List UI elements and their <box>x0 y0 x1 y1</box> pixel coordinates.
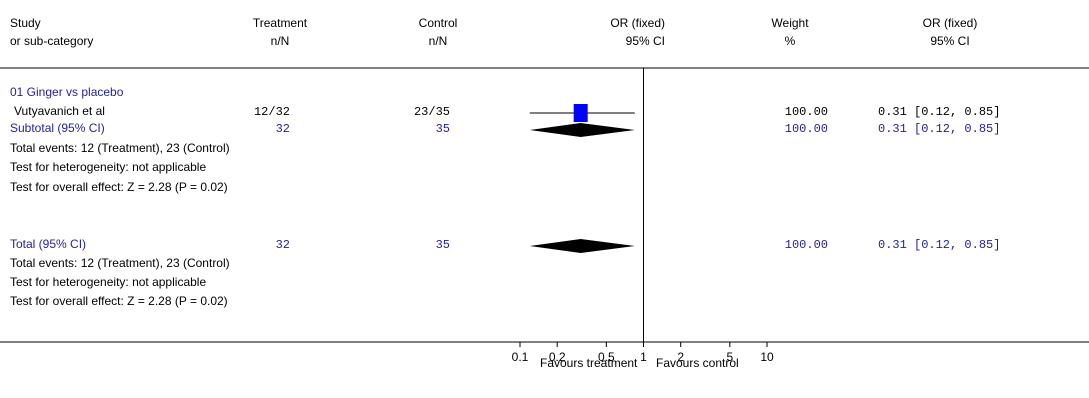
header-weight: Weight <box>771 16 809 30</box>
subtotal-label: Subtotal (95% CI) <box>10 121 105 135</box>
study-square-marker <box>573 104 588 122</box>
total-control: 35 <box>435 238 450 252</box>
header-study: Study <box>10 16 41 30</box>
study-weight: 100.00 <box>784 105 828 119</box>
header-orci-ci: 95% CI <box>930 34 970 48</box>
header-control-nn: n/N <box>428 34 448 48</box>
header-control: Control <box>418 16 458 30</box>
axis-tick-label: 0.5 <box>598 350 615 364</box>
total-overall-effect: Test for overall effect: Z = 2.28 (P = 0… <box>10 294 228 308</box>
study-ci: 0.31 [0.12, 0.85] <box>878 105 1001 119</box>
group-title: 01 Ginger vs placebo <box>10 85 124 99</box>
total-label: Total (95% CI) <box>10 237 87 251</box>
axis-tick-label: 2 <box>677 350 684 364</box>
header-orci-fixed: OR (fixed) <box>922 16 978 30</box>
favours-control-label: Favours control <box>656 356 739 370</box>
axis-tick-label: 1 <box>640 350 647 364</box>
axis-tick-label: 10 <box>760 350 774 364</box>
subtotal-overall-effect: Test for overall effect: Z = 2.28 (P = 0… <box>10 180 228 194</box>
header-or-ci: 95% CI <box>625 34 665 48</box>
header-weight-pct: % <box>784 34 796 48</box>
subtotal-ci: 0.31 [0.12, 0.85] <box>878 122 1001 136</box>
total-events: Total events: 12 (Treatment), 23 (Contro… <box>10 256 230 270</box>
subtotal-weight: 100.00 <box>784 122 828 136</box>
header-treatment-nn: n/N <box>270 34 290 48</box>
header-or-fixed: OR (fixed) <box>610 16 665 30</box>
favours-treatment-label: Favours treatment <box>540 356 638 370</box>
header-treatment: Treatment <box>252 16 308 30</box>
study-control: 23/35 <box>413 105 450 119</box>
subtotal-control: 35 <box>435 122 450 136</box>
subtotal-heterogeneity: Test for heterogeneity: not applicable <box>10 160 207 174</box>
total-diamond <box>529 239 635 253</box>
subtotal-treatment: 32 <box>275 122 290 136</box>
study-name: Vutyavanich et al <box>14 104 105 118</box>
header-subcategory: or sub-category <box>10 34 94 48</box>
axis-tick-label: 0.1 <box>512 350 529 364</box>
total-weight: 100.00 <box>784 238 828 252</box>
total-ci: 0.31 [0.12, 0.85] <box>878 238 1001 252</box>
axis-tick-label: 0.2 <box>549 350 566 364</box>
subtotal-events: Total events: 12 (Treatment), 23 (Contro… <box>10 141 230 155</box>
study-treatment: 12/32 <box>253 105 290 119</box>
axis-tick-label: 5 <box>726 350 733 364</box>
subtotal-diamond <box>529 123 635 137</box>
total-heterogeneity: Test for heterogeneity: not applicable <box>10 275 207 289</box>
total-treatment: 32 <box>275 238 290 252</box>
